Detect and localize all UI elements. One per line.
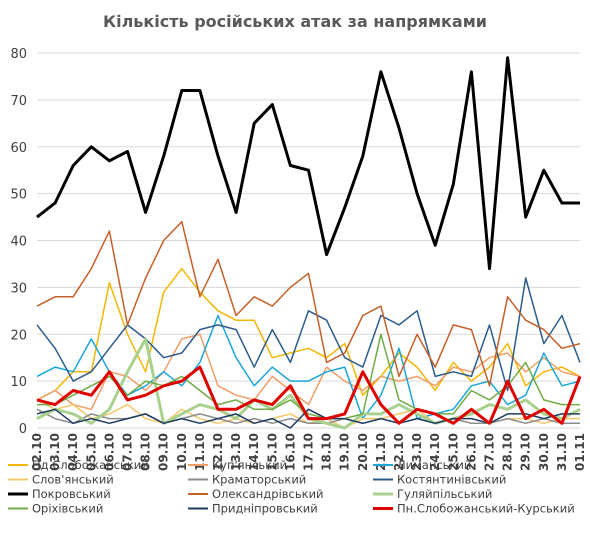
legend-label: Лиманський: [397, 458, 471, 472]
x-tick-label: 14.10: [247, 433, 261, 471]
series-line-8: [36, 220, 581, 387]
series-line-12: [36, 365, 582, 425]
x-tick-label: 27.10: [483, 433, 497, 471]
x-tick-label: 11.10: [193, 433, 207, 471]
x-tick-label: 01.11: [573, 433, 587, 471]
y-tick-label: 40: [10, 235, 27, 250]
y-tick-label: 70: [10, 94, 27, 109]
x-tick-label: 29.10: [519, 433, 533, 471]
x-tick-label: 07.10: [121, 433, 135, 471]
x-tick-label: 24.10: [428, 433, 442, 471]
x-tick-label: 20.10: [356, 433, 370, 471]
y-tick-label: 20: [10, 328, 27, 343]
y-tick-label: 10: [10, 375, 27, 390]
x-axis: 02.10 03.10 04.10 05.10 06.10 07.10 08.10 09.10…: [30, 433, 587, 471]
y-tick-label: 50: [10, 188, 27, 203]
legend-label: Пн.Слобожанський-Курський: [397, 502, 575, 516]
y-tick-label: 30: [10, 281, 27, 296]
legend-label: Олександрівський: [212, 487, 324, 501]
x-tick-label: 30.10: [537, 433, 551, 471]
legend-label: Оріхівський: [32, 502, 103, 516]
y-tick-label: 80: [10, 47, 27, 62]
legend-label: Гуляйпільський: [397, 487, 492, 501]
legend-label: Краматорський: [212, 473, 306, 487]
x-tick-label: 06.10: [102, 433, 116, 471]
x-tick-label: 16.10: [283, 433, 297, 471]
x-tick-label: 02.10: [30, 433, 44, 471]
x-tick-label: 26.10: [464, 433, 478, 471]
x-tick-label: 23.10: [410, 433, 424, 471]
x-tick-label: 09.10: [157, 433, 171, 471]
x-tick-label: 19.10: [338, 433, 352, 471]
series-line-2: [36, 333, 581, 411]
series-lines: [36, 56, 582, 430]
x-tick-label: 04.10: [66, 433, 80, 471]
x-tick-label: 15.10: [265, 433, 279, 471]
x-tick-label: 03.10: [48, 433, 62, 471]
y-tick-label: 60: [10, 141, 27, 156]
x-tick-label: 13.10: [229, 433, 243, 471]
x-tick-label: 31.10: [555, 433, 569, 471]
y-tick-label: 0: [19, 422, 27, 437]
gridlines: [37, 52, 580, 429]
x-tick-label: 17.10: [302, 433, 316, 471]
series-line-7: [36, 56, 580, 271]
legend-label: Костянтинівський: [397, 473, 506, 487]
x-tick-label: 05.10: [84, 433, 98, 471]
legend: Пд.Слобожанський Куп'янський Лиманський Сло…: [8, 458, 575, 516]
series-line-10: [37, 333, 580, 420]
x-tick-label: 12.10: [211, 433, 225, 471]
series-line-1: [36, 267, 581, 401]
x-tick-label: 22.10: [392, 433, 406, 471]
x-tick-label: 08.10: [139, 433, 153, 471]
chart-title: Кількість російських атак за напрямками: [103, 12, 487, 31]
legend-label: Придніпровський: [212, 502, 318, 516]
x-tick-label: 28.10: [501, 433, 515, 471]
legend-label: Пд.Слобожанський: [32, 458, 149, 472]
x-tick-label: 25.10: [446, 433, 460, 471]
legend-label: Куп'янський: [212, 458, 287, 472]
y-axis: 0 10 20 30 40 50 60 70 80: [10, 47, 27, 437]
x-tick-label: 18.10: [320, 433, 334, 471]
legend-label: Покровський: [32, 487, 111, 501]
x-tick-label: 21.10: [374, 433, 388, 471]
x-tick-label: 10.10: [175, 433, 189, 471]
legend-label: Слов'янський: [32, 473, 114, 487]
